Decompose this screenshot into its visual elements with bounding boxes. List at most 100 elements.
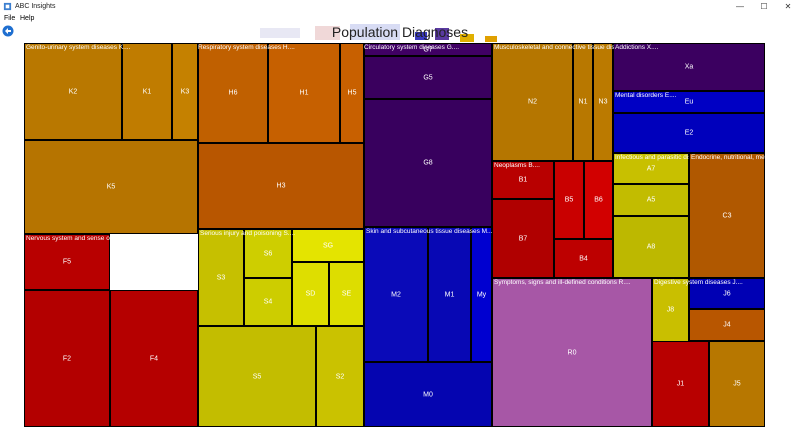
treemap-cell-label: K2	[68, 88, 78, 95]
treemap-cell-sg[interactable]: SG	[292, 229, 364, 262]
treemap-cell-s6[interactable]: S6	[244, 229, 292, 278]
menu-bar: File Help	[0, 14, 800, 24]
treemap-cell-label: J6	[723, 290, 731, 297]
treemap-cell-label: J8	[666, 306, 675, 314]
treemap-cell-b5[interactable]: B5	[554, 161, 584, 239]
treemap-cell-b4[interactable]: B4	[554, 239, 613, 278]
treemap-cell-label: A8	[646, 243, 656, 251]
treemap-cell-m1[interactable]: M1	[428, 227, 471, 362]
treemap-cell-eu[interactable]: Eu	[613, 91, 765, 113]
treemap-cell-label: C3	[722, 212, 732, 219]
maximize-button[interactable]: ☐	[760, 2, 768, 11]
treemap-cell-label: G5	[423, 74, 433, 81]
treemap-cell-label: H3	[276, 182, 286, 190]
treemap-cell-label: F2	[62, 355, 72, 362]
treemap-cell-c3[interactable]: C3	[689, 153, 765, 278]
chart-title: Population Diagnoses	[331, 24, 469, 40]
treemap-cell-s5[interactable]: S5	[198, 326, 316, 427]
treemap-cell-s2[interactable]: S2	[316, 326, 364, 427]
treemap-cell-n3[interactable]: N3	[593, 43, 613, 161]
treemap-cell-label: K3	[180, 88, 190, 95]
treemap-group-label: Circulatory system diseases G....	[364, 44, 459, 51]
window-titlebar: ABC Insights — ☐ ✕	[0, 0, 800, 14]
treemap-group-label: Digestive system diseases J....	[654, 279, 743, 286]
treemap-group-label: Symptoms, signs and ill-defined conditio…	[494, 279, 631, 286]
treemap-cell-n1[interactable]: N1	[573, 43, 593, 161]
treemap-cell-my[interactable]: My	[471, 227, 492, 362]
treemap-cell-label: S5	[252, 373, 262, 380]
treemap-cell-h6[interactable]: H6	[198, 43, 268, 143]
treemap-group-label: Mental disorders E....	[615, 92, 677, 99]
treemap-cell-s3[interactable]: S3	[198, 229, 244, 326]
treemap-cell-j5[interactable]: J5	[709, 341, 765, 427]
treemap-cell-m2[interactable]: M2	[364, 227, 428, 362]
treemap-cell-label: S6	[263, 250, 273, 257]
treemap-cell-b6[interactable]: B6	[584, 161, 613, 239]
treemap-cell-h3[interactable]: H3	[198, 143, 364, 229]
treemap-cell-label: H6	[228, 89, 238, 97]
treemap-cell-label: B6	[594, 196, 603, 204]
treemap-cell-label: J5	[733, 380, 741, 388]
treemap-cell-a5[interactable]: A5	[613, 184, 689, 216]
treemap-cell-sd[interactable]: SD	[292, 262, 329, 326]
treemap-cell-j4[interactable]: J4	[689, 309, 765, 341]
treemap-cell-label: F4	[149, 355, 159, 362]
treemap-cell-label: S2	[335, 373, 345, 380]
treemap-cell-label: B7	[518, 235, 528, 242]
treemap-cell-label: N3	[598, 98, 608, 106]
treemap-cell-g7[interactable]: G7	[364, 43, 492, 56]
treemap-cell-g5[interactable]: G5	[364, 56, 492, 99]
treemap: K2 K1 K3 K5 Genito-urinary system diseases K…	[24, 43, 766, 427]
treemap-cell-b7[interactable]: B7	[492, 199, 554, 278]
treemap-cell-n2[interactable]: N2	[492, 43, 573, 161]
treemap-group-label: Endocrine, nutritional, metabolic C....	[691, 154, 765, 161]
treemap-cell-label: N1	[578, 98, 588, 106]
treemap-cell-k3[interactable]: K3	[172, 43, 198, 140]
treemap-group-label: Genito-urinary system diseases K....	[26, 44, 131, 51]
treemap-cell-k5[interactable]: K5	[24, 140, 198, 234]
treemap-cell-f2[interactable]: F2	[24, 290, 110, 427]
treemap-cell-label: M2	[391, 291, 401, 298]
treemap-cell-h1[interactable]: H1	[268, 43, 340, 143]
treemap-cell-label: N2	[528, 98, 537, 106]
treemap-cell-r0[interactable]: R0	[492, 278, 652, 427]
treemap-cell-label: A7	[646, 165, 656, 172]
treemap-cell-label: J1	[676, 380, 685, 388]
back-arrow-icon[interactable]	[2, 25, 14, 37]
treemap-cell-j1[interactable]: J1	[652, 341, 709, 427]
treemap-cell-label: B5	[564, 196, 574, 204]
minimize-button[interactable]: —	[736, 2, 744, 11]
treemap-cell-label: A5	[646, 196, 656, 204]
treemap-cell-m0[interactable]: M0	[364, 362, 492, 427]
treemap-cell-label: H1	[299, 89, 309, 97]
treemap-cell-e2[interactable]: E2	[613, 113, 765, 153]
treemap-cell-f4[interactable]: F4	[110, 290, 198, 427]
treemap-cell-k1[interactable]: K1	[122, 43, 172, 140]
window-title: ABC Insights	[15, 3, 56, 10]
treemap-group-label: Respiratory system diseases H....	[198, 44, 295, 51]
treemap-cell-label: J4	[723, 321, 731, 329]
treemap-cell-a7[interactable]: A7	[613, 153, 689, 184]
treemap-cell-g8[interactable]: G8	[364, 99, 492, 227]
treemap-cell-s4[interactable]: S4	[244, 278, 292, 326]
treemap-cell-a8[interactable]: A8	[613, 216, 689, 278]
close-button[interactable]: ✕	[784, 2, 792, 11]
treemap-cell-b1[interactable]: B1	[492, 161, 554, 199]
treemap-cell-label: H5	[347, 89, 357, 97]
treemap-cell-k2[interactable]: K2	[24, 43, 122, 140]
treemap-cell-label: R0	[567, 349, 577, 356]
treemap-cell-j6[interactable]: J6	[689, 278, 765, 309]
menu-file[interactable]: File	[4, 15, 16, 22]
treemap-cell-j8[interactable]: J8	[652, 278, 689, 342]
menu-help[interactable]: Help	[20, 15, 35, 22]
treemap-cell-label: G8	[423, 159, 433, 167]
treemap-cell-label: My	[476, 291, 487, 298]
treemap-group-label: Serious injury and poisoning S....	[200, 230, 296, 237]
treemap-cell-label: M1	[444, 291, 455, 298]
treemap-cell-xa[interactable]: Xa	[613, 43, 765, 91]
treemap-cell-f5[interactable]: F5	[24, 234, 110, 290]
treemap-cell-se[interactable]: SE	[329, 262, 364, 326]
treemap-group-label: Musculoskeletal and connective tissue di…	[494, 44, 614, 51]
treemap-cell-h5[interactable]: H5	[340, 43, 364, 143]
treemap-cell-label: SE	[341, 290, 352, 298]
